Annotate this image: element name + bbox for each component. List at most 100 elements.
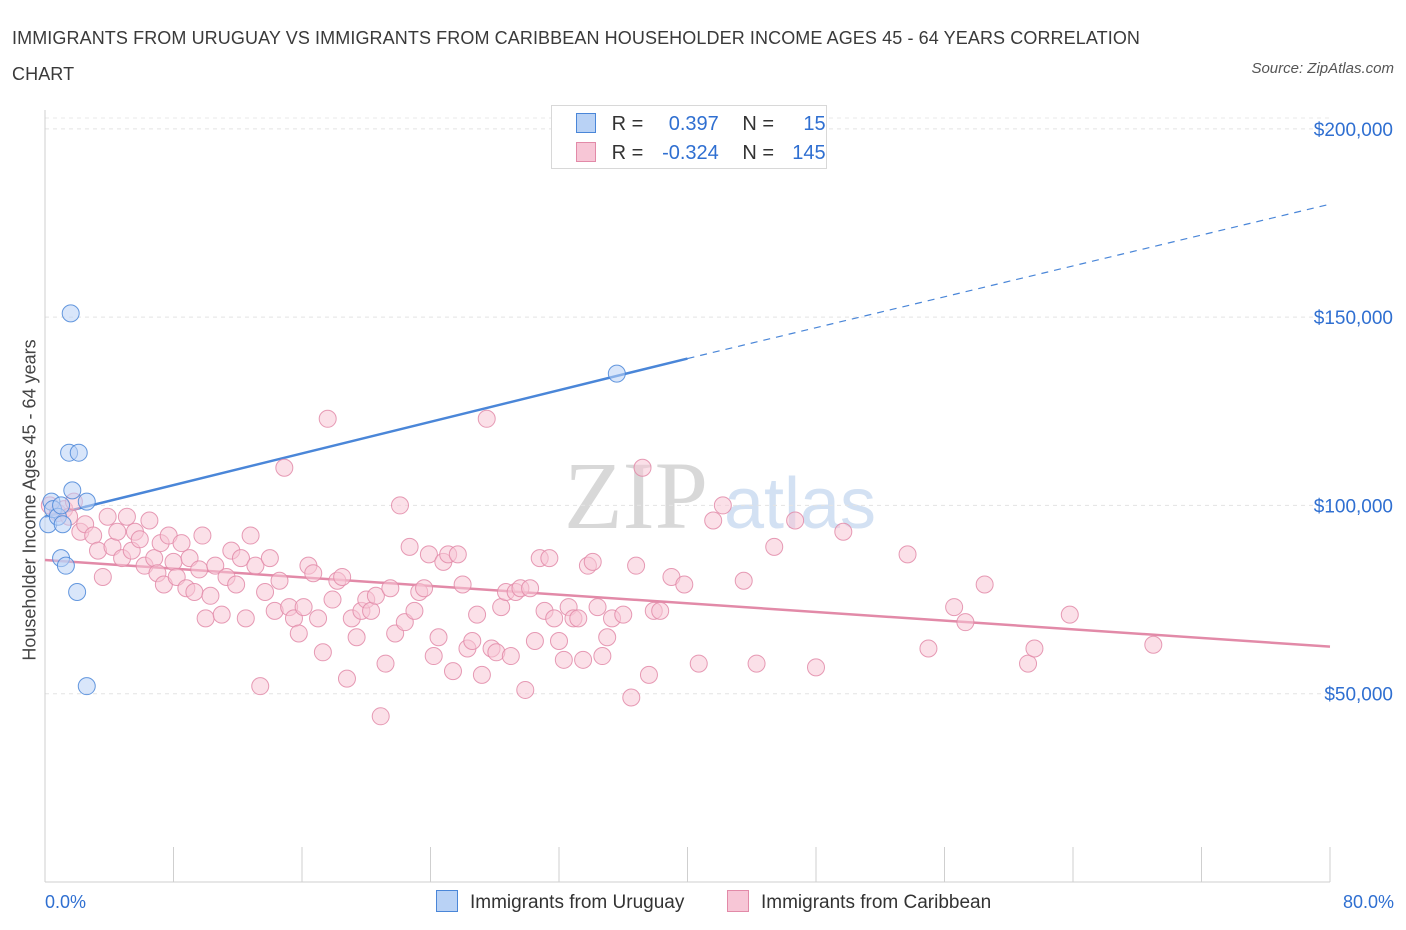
caribbean-point (468, 605, 487, 624)
caribbean-point (405, 601, 424, 620)
y-tick-label: $50,000 (1324, 685, 1393, 706)
caribbean-point (419, 545, 438, 564)
caribbean-point (117, 507, 136, 526)
caribbean-point (323, 590, 342, 609)
watermark-atlas: atlas (724, 464, 876, 544)
x-tick-label-min: 0.0% (45, 892, 87, 912)
uruguay-point (77, 492, 96, 511)
legend-row-uruguay: R = 0.397 N = 15 (576, 109, 826, 139)
legend-label-caribbean: Immigrants from Caribbean (761, 892, 992, 913)
caribbean-point (333, 567, 352, 586)
caribbean-point (246, 556, 265, 575)
caribbean-point (472, 665, 491, 684)
caribbean-point (550, 631, 568, 650)
caribbean-point (98, 507, 117, 526)
caribbean-point (212, 605, 231, 624)
x-tick-label-max: 80.0% (1342, 892, 1394, 912)
y-tick-label: $200,000 (1314, 120, 1393, 141)
caribbean-point (614, 605, 633, 624)
x-ticks (173, 847, 1331, 882)
uruguay-point (607, 364, 626, 383)
caribbean-point (390, 496, 409, 515)
uruguay-point (61, 304, 80, 323)
caribbean-point (206, 556, 225, 575)
caribbean-point (294, 598, 313, 617)
caribbean-point (689, 654, 708, 673)
caribbean-point (108, 522, 127, 541)
caribbean-point (381, 579, 400, 598)
caribbean-point (898, 545, 917, 564)
caribbean-point (1019, 654, 1038, 673)
correlation-legend: R = 0.397 N = 15 R = -0.324 N = 145 (551, 105, 827, 169)
legend-item-caribbean[interactable]: Immigrants from Caribbean (727, 890, 991, 914)
uruguay-point (56, 556, 75, 575)
caribbean-point (309, 609, 328, 628)
legend-r-value: -0.324 (662, 142, 719, 164)
caribbean-point (424, 647, 443, 666)
caribbean-point (415, 579, 434, 598)
caribbean-point (145, 549, 164, 568)
caribbean-point (140, 511, 159, 530)
caribbean-point (704, 511, 723, 530)
caribbean-point (919, 639, 938, 658)
caribbean-point (956, 613, 975, 632)
caribbean-point (376, 654, 395, 673)
caribbean-point (185, 583, 204, 602)
caribbean-point (337, 669, 356, 688)
caribbean-point (362, 601, 381, 620)
caribbean-point (588, 598, 607, 617)
caribbean-point (975, 575, 994, 594)
caribbean-point (236, 609, 255, 628)
uruguay-point (52, 496, 71, 515)
caribbean-point (443, 662, 462, 681)
caribbean-point (945, 598, 964, 617)
caribbean-point (196, 609, 215, 628)
series-legend: Immigrants from Uruguay Immigrants from … (0, 888, 1406, 918)
caribbean-point (675, 575, 694, 594)
legend-item-uruguay[interactable]: Immigrants from Uruguay (436, 890, 684, 914)
caribbean-point (93, 567, 112, 586)
legend-n-value: 15 (803, 113, 826, 135)
y-tick-label: $100,000 (1314, 496, 1393, 517)
trend-lines (44, 203, 1331, 648)
y-tick-labels: $50,000 $100,000 $150,000 $200,000 (1314, 120, 1393, 706)
uruguay-point (68, 583, 87, 602)
legend-n-value: 145 (792, 142, 826, 164)
caribbean-point (227, 575, 246, 594)
legend-row-caribbean: R = -0.324 N = 145 (576, 138, 826, 168)
caribbean-point (241, 526, 260, 545)
legend-swatch-uruguay (576, 113, 596, 133)
caribbean-point (521, 579, 540, 598)
scatter-points (39, 304, 1163, 726)
legend-r-value: 0.397 (668, 113, 719, 135)
caribbean-point (627, 556, 646, 575)
caribbean-point (545, 609, 564, 628)
caribbean-trend-line (44, 558, 1331, 648)
caribbean-point (453, 575, 472, 594)
caribbean-point (713, 496, 732, 515)
caribbean-point (1025, 639, 1044, 658)
caribbean-point (164, 552, 183, 571)
caribbean-point (313, 643, 332, 662)
caribbean-point (429, 628, 448, 647)
caribbean-point (593, 647, 612, 666)
uruguay-trend-projection (687, 203, 1331, 360)
caribbean-point (256, 583, 275, 602)
uruguay-point (69, 443, 88, 462)
caribbean-point (834, 522, 853, 541)
caribbean-point (501, 647, 520, 666)
caribbean-point (448, 545, 467, 564)
caribbean-point (130, 530, 149, 549)
caribbean-point (516, 680, 535, 699)
caribbean-point (639, 665, 658, 684)
caribbean-point (231, 549, 250, 568)
legend-r-label: R = (611, 142, 644, 164)
y-tick-label: $150,000 (1314, 308, 1393, 329)
caribbean-point (318, 409, 337, 428)
caribbean-point (598, 628, 617, 647)
caribbean-point (651, 601, 670, 620)
caribbean-point (84, 526, 103, 545)
caribbean-point (747, 654, 766, 673)
caribbean-point (289, 624, 308, 643)
caribbean-point (193, 526, 212, 545)
